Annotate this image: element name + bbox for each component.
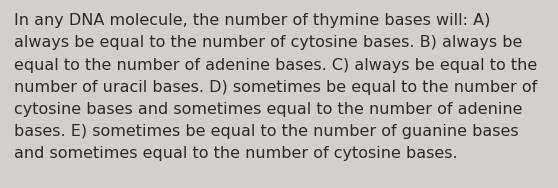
Text: number of uracil bases. D) sometimes be equal to the number of: number of uracil bases. D) sometimes be … xyxy=(14,80,537,95)
Text: and sometimes equal to the number of cytosine bases.: and sometimes equal to the number of cyt… xyxy=(14,146,458,161)
Text: bases. E) sometimes be equal to the number of guanine bases: bases. E) sometimes be equal to the numb… xyxy=(14,124,518,139)
Text: In any DNA molecule, the number of thymine bases will: A): In any DNA molecule, the number of thymi… xyxy=(14,13,490,28)
Text: equal to the number of adenine bases. C) always be equal to the: equal to the number of adenine bases. C)… xyxy=(14,58,537,73)
Text: cytosine bases and sometimes equal to the number of adenine: cytosine bases and sometimes equal to th… xyxy=(14,102,522,117)
Text: always be equal to the number of cytosine bases. B) always be: always be equal to the number of cytosin… xyxy=(14,35,522,50)
